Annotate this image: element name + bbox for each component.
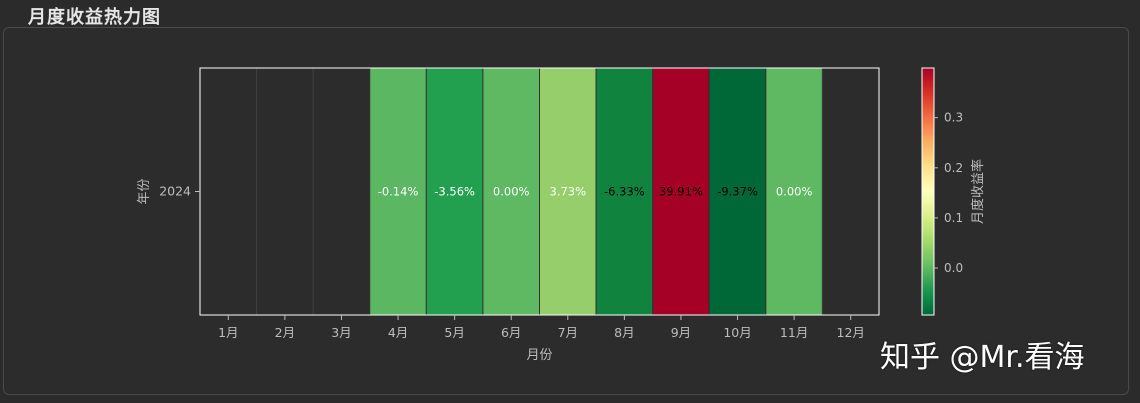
colorbar-title: 月度收益率 xyxy=(970,159,986,224)
heatmap-cell xyxy=(765,67,823,316)
x-tick-label: 5月 xyxy=(444,325,464,340)
y-tick-label: 2024 xyxy=(159,184,191,199)
cell-value-label: -3.56% xyxy=(434,185,475,199)
colorbar-tick-label: 0.0 xyxy=(944,261,963,275)
x-tick-label: 7月 xyxy=(558,325,578,340)
x-tick-label: 11月 xyxy=(780,325,808,340)
y-axis-title: 年份 xyxy=(137,178,152,204)
cell-value-label: 39.91% xyxy=(659,185,703,199)
colorbar-gradient xyxy=(922,68,934,315)
x-tick-label: 10月 xyxy=(723,325,751,340)
colorbar-tick-label: 0.1 xyxy=(944,211,963,225)
x-tick-label: 6月 xyxy=(501,325,521,340)
x-tick-label: 1月 xyxy=(218,325,238,340)
cell-value-label: 0.00% xyxy=(776,185,813,199)
cell-value-label: -6.33% xyxy=(604,185,645,199)
x-tick-label: 8月 xyxy=(614,325,634,340)
x-tick-label: 4月 xyxy=(388,325,408,340)
x-tick-label: 3月 xyxy=(331,325,351,340)
colorbar-border xyxy=(921,67,935,316)
heatmap-cell xyxy=(539,67,597,316)
cell-value-label: 3.73% xyxy=(550,185,587,199)
colorbar-tick-label: 0.2 xyxy=(944,161,963,175)
watermark-text: 知乎 @Mr.看海 xyxy=(880,340,1085,375)
x-tick-label: 2月 xyxy=(275,325,295,340)
heatmap-cell xyxy=(595,67,654,316)
heatmap-cell xyxy=(708,67,767,316)
colorbar-tick-label: 0.3 xyxy=(944,111,963,125)
section-title: 月度收益热力图 xyxy=(28,7,161,28)
x-tick-label: 12月 xyxy=(837,325,865,340)
x-axis-title: 月份 xyxy=(526,348,552,363)
cell-value-label: -0.14% xyxy=(378,185,419,199)
x-tick-label: 9月 xyxy=(671,325,691,340)
heatmap-cell xyxy=(369,67,427,316)
cell-value-label: -9.37% xyxy=(717,185,758,199)
cell-value-label: 0.00% xyxy=(493,185,530,199)
